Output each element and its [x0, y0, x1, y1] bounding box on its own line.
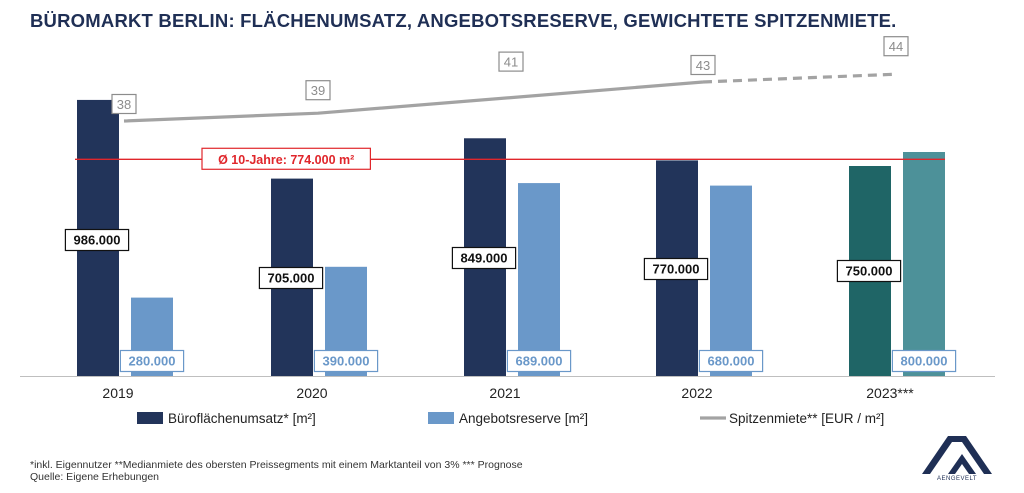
- logo-wordmark: AENGEVELT: [937, 476, 978, 482]
- chart-title: BÜROMARKT BERLIN: FLÄCHENUMSATZ, ANGEBOT…: [30, 10, 897, 31]
- average-label-box: [201, 147, 371, 170]
- rent-value-label: 43: [696, 58, 710, 73]
- bar-value-label-reserve: 280.000: [129, 354, 176, 369]
- x-tick-label: 2022: [681, 385, 712, 401]
- bar-value-label: 705.000: [268, 271, 315, 286]
- bar-value-label-box: [643, 257, 709, 281]
- bar-value-label: 770.000: [653, 262, 700, 277]
- legend-label-spitzenmiete: Spitzenmiete** [EUR / m²]: [729, 411, 884, 426]
- rent-value-label: 38: [117, 97, 131, 112]
- bar-value-label-box: [64, 228, 130, 252]
- rent-line-solid: [123, 80, 704, 123]
- average-label: Ø 10-Jahre: 774.000 m²: [218, 153, 354, 167]
- legend-swatch-angebotsreserve: [428, 412, 454, 424]
- rent-value-label: 39: [311, 83, 325, 98]
- legend-swatch-bueroflaechenumsatz: [137, 412, 163, 424]
- bar-value-label: 750.000: [846, 264, 893, 279]
- bar-value-label-reserve-box: [313, 349, 379, 373]
- bar-value-label-reserve: 689.000: [516, 354, 563, 369]
- rent-value-label-box: [111, 93, 137, 115]
- bar-value-label: 849.000: [461, 251, 508, 266]
- rent-value-label-box: [690, 54, 716, 76]
- legend-label-angebotsreserve: Angebotsreserve [m²]: [459, 411, 588, 426]
- bar-value-label-reserve: 680.000: [708, 354, 755, 369]
- rent-value-label-box: [883, 36, 909, 57]
- x-tick-label: 2021: [489, 385, 520, 401]
- rent-line-dashed: [702, 72, 897, 84]
- source-note: Quelle: Eigene Erhebungen: [30, 471, 160, 483]
- bar-value-label-reserve-box: [698, 349, 764, 373]
- bar-value-label-reserve: 800.000: [901, 354, 948, 369]
- x-tick-label: 2023***: [866, 385, 914, 401]
- aengevelt-logo: [922, 436, 992, 474]
- bar-angebotsreserve: [518, 183, 560, 376]
- bar-value-label-reserve-box: [119, 349, 185, 373]
- bar-value-label-reserve: 390.000: [323, 354, 370, 369]
- rent-value-label-box: [498, 51, 524, 72]
- bar-value-label-reserve-box: [891, 349, 957, 373]
- bar-angebotsreserve: [710, 185, 752, 376]
- rent-value-label: 44: [889, 39, 903, 54]
- bar-value-label-box: [836, 259, 902, 283]
- x-tick-label: 2019: [102, 385, 133, 401]
- bar-value-label-box: [451, 246, 517, 270]
- legend-label-bueroflaechenumsatz: Büroflächenumsatz* [m²]: [168, 411, 316, 426]
- bar-value-label-box: [258, 266, 324, 290]
- x-tick-label: 2020: [296, 385, 327, 401]
- rent-value-label: 41: [504, 55, 518, 70]
- rent-value-label-box: [305, 80, 331, 101]
- bar-value-label-reserve-box: [506, 349, 572, 373]
- bar-angebotsreserve: [903, 152, 945, 376]
- footnote: *inkl. Eigennutzer **Medianmiete des obe…: [30, 459, 523, 471]
- bar-value-label: 986.000: [74, 233, 121, 248]
